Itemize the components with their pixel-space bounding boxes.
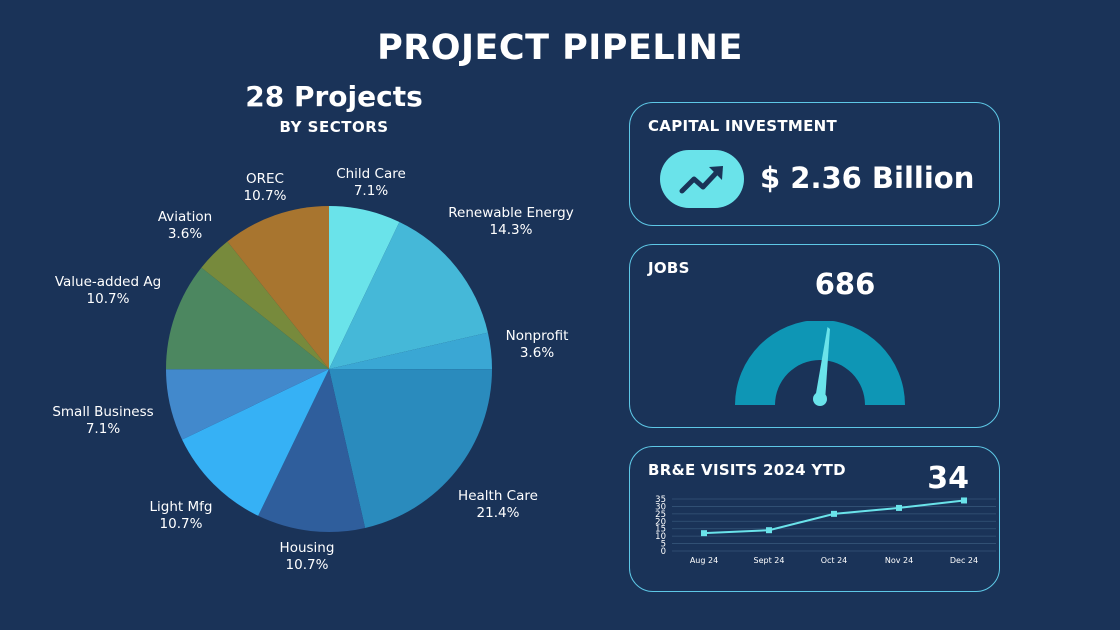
capital-investment-card: CAPITAL INVESTMENT $ 2.36 Billion bbox=[629, 102, 1000, 226]
pie-label: Renewable Energy bbox=[448, 205, 573, 221]
gauge-needle bbox=[815, 327, 830, 401]
jobs-gauge bbox=[735, 321, 905, 406]
visits-point bbox=[701, 530, 707, 537]
pie-percent-label: 14.3% bbox=[490, 222, 533, 238]
capital-investment-label: CAPITAL INVESTMENT bbox=[648, 117, 838, 135]
visits-card: BR&E VISITS 2024 YTD 34 bbox=[629, 446, 1000, 592]
jobs-card: JOBS 686 bbox=[629, 244, 1000, 428]
visits-value: 34 bbox=[927, 461, 969, 496]
visits-point bbox=[961, 497, 967, 504]
pie-slice-nonprofit bbox=[329, 332, 493, 370]
x-tick-label: Aug 24 bbox=[690, 556, 718, 565]
pie-slice-child-care bbox=[329, 206, 400, 369]
pie-slice-light-mfg bbox=[182, 369, 329, 516]
pie-percent-label: 7.1% bbox=[354, 183, 388, 199]
y-tick-label: 25 bbox=[655, 510, 666, 520]
pie-percent-label: 21.4% bbox=[477, 505, 520, 521]
pie-label: Health Care bbox=[458, 488, 538, 504]
pie-label: Small Business bbox=[52, 404, 153, 420]
capital-investment-value: $ 2.36 Billion bbox=[760, 161, 975, 195]
y-tick-label: 20 bbox=[655, 517, 666, 527]
pie-slice-small-business bbox=[166, 369, 329, 440]
pie-percent-label: 3.6% bbox=[520, 345, 554, 361]
pie-label: Value-added Ag bbox=[55, 274, 161, 290]
pie-title: 28 Projects bbox=[245, 80, 423, 113]
pie-label: Nonprofit bbox=[506, 328, 569, 344]
pie-label: Housing bbox=[280, 540, 335, 556]
pie-percent-label: 3.6% bbox=[168, 226, 202, 242]
pie-label: Light Mfg bbox=[150, 499, 213, 515]
trending-up-icon bbox=[660, 150, 744, 208]
pie-percent-label: 10.7% bbox=[87, 291, 130, 307]
visits-point bbox=[766, 527, 772, 534]
jobs-label: JOBS bbox=[648, 259, 690, 277]
pie-slice-orec bbox=[227, 206, 329, 369]
visits-label: BR&E VISITS 2024 YTD bbox=[648, 461, 846, 479]
pie-slice-health-care bbox=[329, 369, 492, 528]
pie-label: Child Care bbox=[336, 166, 406, 182]
pie-slice-housing bbox=[258, 369, 366, 532]
y-tick-label: 0 bbox=[661, 547, 666, 557]
pie-percent-label: 10.7% bbox=[286, 557, 329, 573]
y-tick-label: 5 bbox=[661, 540, 666, 550]
x-tick-label: Nov 24 bbox=[885, 556, 913, 565]
jobs-value: 686 bbox=[814, 267, 876, 301]
pie-slice-aviation bbox=[201, 241, 329, 369]
pie-slice-renewable-energy bbox=[329, 221, 488, 369]
x-tick-label: Dec 24 bbox=[950, 556, 978, 565]
x-tick-label: Sept 24 bbox=[754, 556, 785, 565]
pie-percent-label: 10.7% bbox=[160, 516, 203, 532]
pie-slice-value-added-ag bbox=[165, 267, 329, 370]
pie-label: Aviation bbox=[158, 209, 212, 225]
x-tick-label: Oct 24 bbox=[821, 556, 848, 565]
visits-point bbox=[831, 510, 837, 517]
pie-percent-label: 10.7% bbox=[244, 188, 287, 204]
y-tick-label: 30 bbox=[655, 502, 666, 512]
y-tick-label: 10 bbox=[655, 532, 666, 542]
y-tick-label: 35 bbox=[655, 495, 666, 505]
pie-subtitle: BY SECTORS bbox=[279, 118, 389, 136]
pie-label: OREC bbox=[246, 171, 284, 187]
y-tick-label: 15 bbox=[655, 525, 666, 535]
page-title: PROJECT PIPELINE bbox=[377, 28, 743, 68]
visits-point bbox=[896, 504, 902, 511]
pie-percent-label: 7.1% bbox=[86, 421, 120, 437]
